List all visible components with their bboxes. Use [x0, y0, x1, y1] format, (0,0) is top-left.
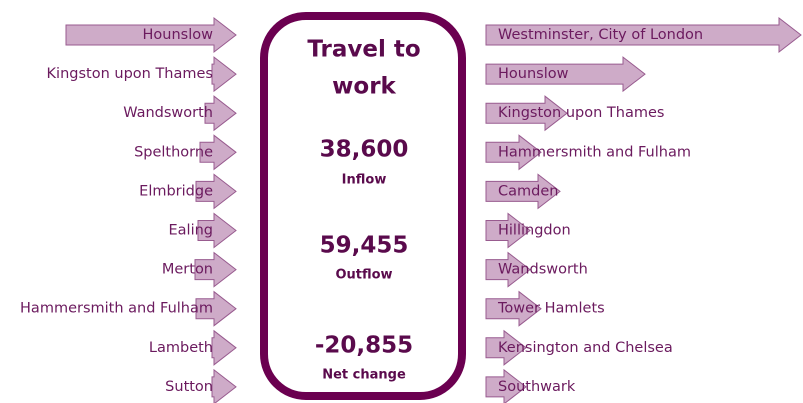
inflow-arrow [197, 212, 237, 249]
outflow-arrow [485, 134, 542, 171]
inflow-arrow [195, 290, 237, 327]
destination-label: Southwark [498, 379, 576, 395]
arrows [65, 16, 802, 403]
stat-value: -20,855 [315, 333, 413, 359]
outflow-arrow [485, 290, 542, 327]
stat-label: Net change [322, 368, 406, 383]
destination-label: Westminster, City of London [498, 27, 703, 43]
stat-label: Outflow [335, 268, 392, 283]
inflow-arrow [194, 251, 237, 288]
origin-label: Spelthorne [134, 144, 213, 160]
title-line: Travel to [307, 37, 420, 63]
destination-label: Wandsworth [498, 262, 588, 278]
inflow-arrow [211, 56, 237, 93]
outflow-arrow [485, 329, 527, 366]
outflow-arrow [485, 56, 646, 93]
origin-label: Ealing [169, 223, 214, 239]
origin-label: Lambeth [149, 340, 213, 356]
stat-label: Inflow [342, 173, 387, 188]
destination-label: Hammersmith and Fulham [498, 144, 691, 160]
inflow-arrow [199, 134, 237, 171]
origin-label: Hammersmith and Fulham [20, 301, 213, 317]
stat-value: 59,455 [320, 233, 409, 259]
outflow-arrow [485, 95, 568, 132]
origin-label: Wandsworth [123, 105, 213, 121]
outflow-arrow [485, 368, 527, 403]
inflow-arrow [211, 329, 237, 366]
labels: Hounslow Kingston upon Thames Wandsworth Sp… [20, 27, 703, 395]
outflow-arrow [485, 251, 531, 288]
outflow-arrow [485, 16, 802, 54]
inflow-arrow [195, 173, 237, 210]
destination-label: Hillingdon [498, 223, 571, 239]
origin-label: Hounslow [143, 27, 214, 43]
origin-label: Sutton [165, 379, 213, 395]
inflow-arrow [211, 368, 237, 403]
destination-label: Hounslow [498, 66, 569, 82]
origin-label: Elmbridge [139, 183, 213, 199]
inflow-arrow [204, 95, 237, 132]
origin-label: Merton [162, 262, 213, 278]
outflow-arrow [485, 173, 561, 210]
stat-value: 38,600 [320, 137, 409, 163]
center-box [260, 12, 466, 400]
destination-label: Camden [498, 183, 558, 199]
title-line: work [332, 74, 396, 100]
origin-label: Kingston upon Thames [47, 66, 213, 82]
destination-label: Kingston upon Thames [498, 105, 664, 121]
destination-label: Kensington and Chelsea [498, 340, 673, 356]
outflow-arrow [485, 212, 531, 249]
inflow-arrow [65, 16, 237, 54]
destination-label: Tower Hamlets [497, 301, 605, 317]
